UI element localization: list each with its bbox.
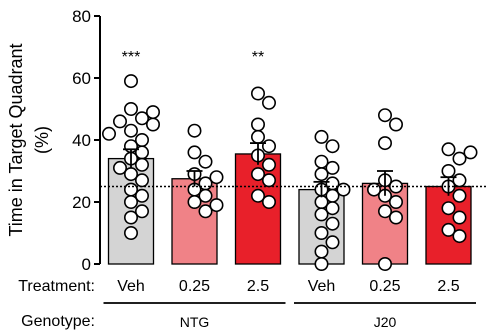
data-point-3-3 [325, 160, 340, 175]
y-tick-label-3: 60 [72, 69, 91, 88]
data-point-0-21 [124, 226, 139, 241]
treatment-label-5: 2.5 [437, 278, 459, 295]
data-point-2-6 [261, 157, 276, 172]
data-point-0-3 [135, 111, 150, 126]
data-point-4-9 [388, 210, 403, 225]
data-point-4-7 [388, 195, 403, 210]
y-tick-label-2: 40 [72, 131, 91, 150]
data-point-0-4 [113, 114, 128, 129]
data-point-2-7 [251, 167, 266, 182]
data-point-1-7 [198, 188, 213, 203]
bar-group-2: ** 2.5 [234, 49, 282, 295]
treatment-label-1: 0.25 [179, 278, 210, 295]
data-point-0-19 [135, 204, 150, 219]
data-point-1-0 [187, 123, 202, 138]
y-tick-label-0: 0 [82, 255, 91, 274]
data-point-0-17 [135, 188, 150, 203]
data-point-3-15 [314, 244, 329, 259]
data-point-1-2 [198, 154, 213, 169]
data-point-0-12 [135, 157, 150, 172]
data-point-1-4 [209, 170, 224, 185]
data-point-2-1 [261, 95, 276, 110]
data-point-1-9 [209, 198, 224, 213]
data-point-3-4 [314, 167, 329, 182]
bar-group-3: Veh [298, 129, 351, 295]
data-point-5-3 [441, 164, 456, 179]
data-point-5-6 [452, 188, 467, 203]
data-point-5-9 [441, 222, 456, 237]
data-point-0-6 [124, 123, 139, 138]
data-point-5-1 [463, 145, 478, 160]
data-point-5-8 [452, 210, 467, 225]
data-point-3-14 [325, 235, 340, 250]
data-point-3-16 [314, 256, 329, 271]
treatment-label-4: 0.25 [369, 278, 400, 295]
significance-label-0: *** [122, 49, 141, 66]
y-axis-label-line1: Time in Target Quadrant [6, 43, 26, 236]
data-point-0-14 [124, 167, 139, 182]
plot-area: *** Veh 0.25 ** 2.5 Veh 0.25 2.5 0 20 40 60 80 NTG J20 [72, 7, 488, 330]
genotype-row-label: Genotype: [21, 313, 95, 330]
treatment-label-2: 2.5 [247, 278, 269, 295]
data-point-4-10 [377, 256, 392, 271]
treatment-label-0: Veh [117, 278, 145, 295]
bar-group-5: 2.5 [425, 142, 478, 295]
data-point-4-0 [377, 108, 392, 123]
data-point-5-0 [441, 142, 456, 157]
y-tick-label-4: 80 [72, 7, 91, 26]
treatment-row-label: Treatment: [18, 278, 95, 295]
data-point-3-0 [314, 129, 329, 144]
data-point-3-10 [325, 201, 340, 216]
data-point-0-18 [124, 195, 139, 210]
data-point-5-2 [452, 151, 467, 166]
data-point-2-2 [251, 117, 266, 132]
bar-group-4: 0.25 [361, 108, 409, 295]
data-point-0-20 [124, 210, 139, 225]
data-point-4-8 [377, 204, 392, 219]
treatment-label-3: Veh [308, 278, 336, 295]
data-point-2-8 [261, 173, 276, 188]
data-point-1-8 [187, 195, 202, 210]
bar-group-1: 0.25 [171, 123, 224, 295]
data-point-4-1 [388, 117, 403, 132]
data-point-0-15 [135, 173, 150, 188]
data-point-4-2 [377, 136, 392, 151]
data-point-0-7 [102, 126, 117, 141]
data-point-3-1 [325, 139, 340, 154]
data-point-3-11 [314, 207, 329, 222]
data-point-3-12 [325, 216, 340, 231]
y-axis-label-line2: (%) [32, 126, 52, 154]
y-tick-label-1: 20 [72, 193, 91, 212]
data-point-5-7 [441, 201, 456, 216]
genotype-label-1: J20 [374, 314, 397, 330]
data-point-2-10 [261, 195, 276, 210]
data-point-0-0 [124, 74, 139, 89]
data-point-0-1 [124, 102, 139, 117]
data-point-2-4 [261, 139, 276, 154]
data-point-0-5 [146, 117, 161, 132]
significance-label-2: ** [252, 49, 264, 66]
data-point-1-1 [187, 145, 202, 160]
data-point-2-9 [251, 188, 266, 203]
data-point-3-13 [314, 226, 329, 241]
data-point-2-0 [251, 86, 266, 101]
data-point-2-3 [251, 129, 266, 144]
bar-group-0: *** Veh [102, 49, 161, 295]
data-point-0-13 [113, 160, 128, 175]
data-point-1-10 [198, 204, 213, 219]
data-point-5-10 [452, 229, 467, 244]
genotype-label-0: NTG [180, 314, 210, 330]
